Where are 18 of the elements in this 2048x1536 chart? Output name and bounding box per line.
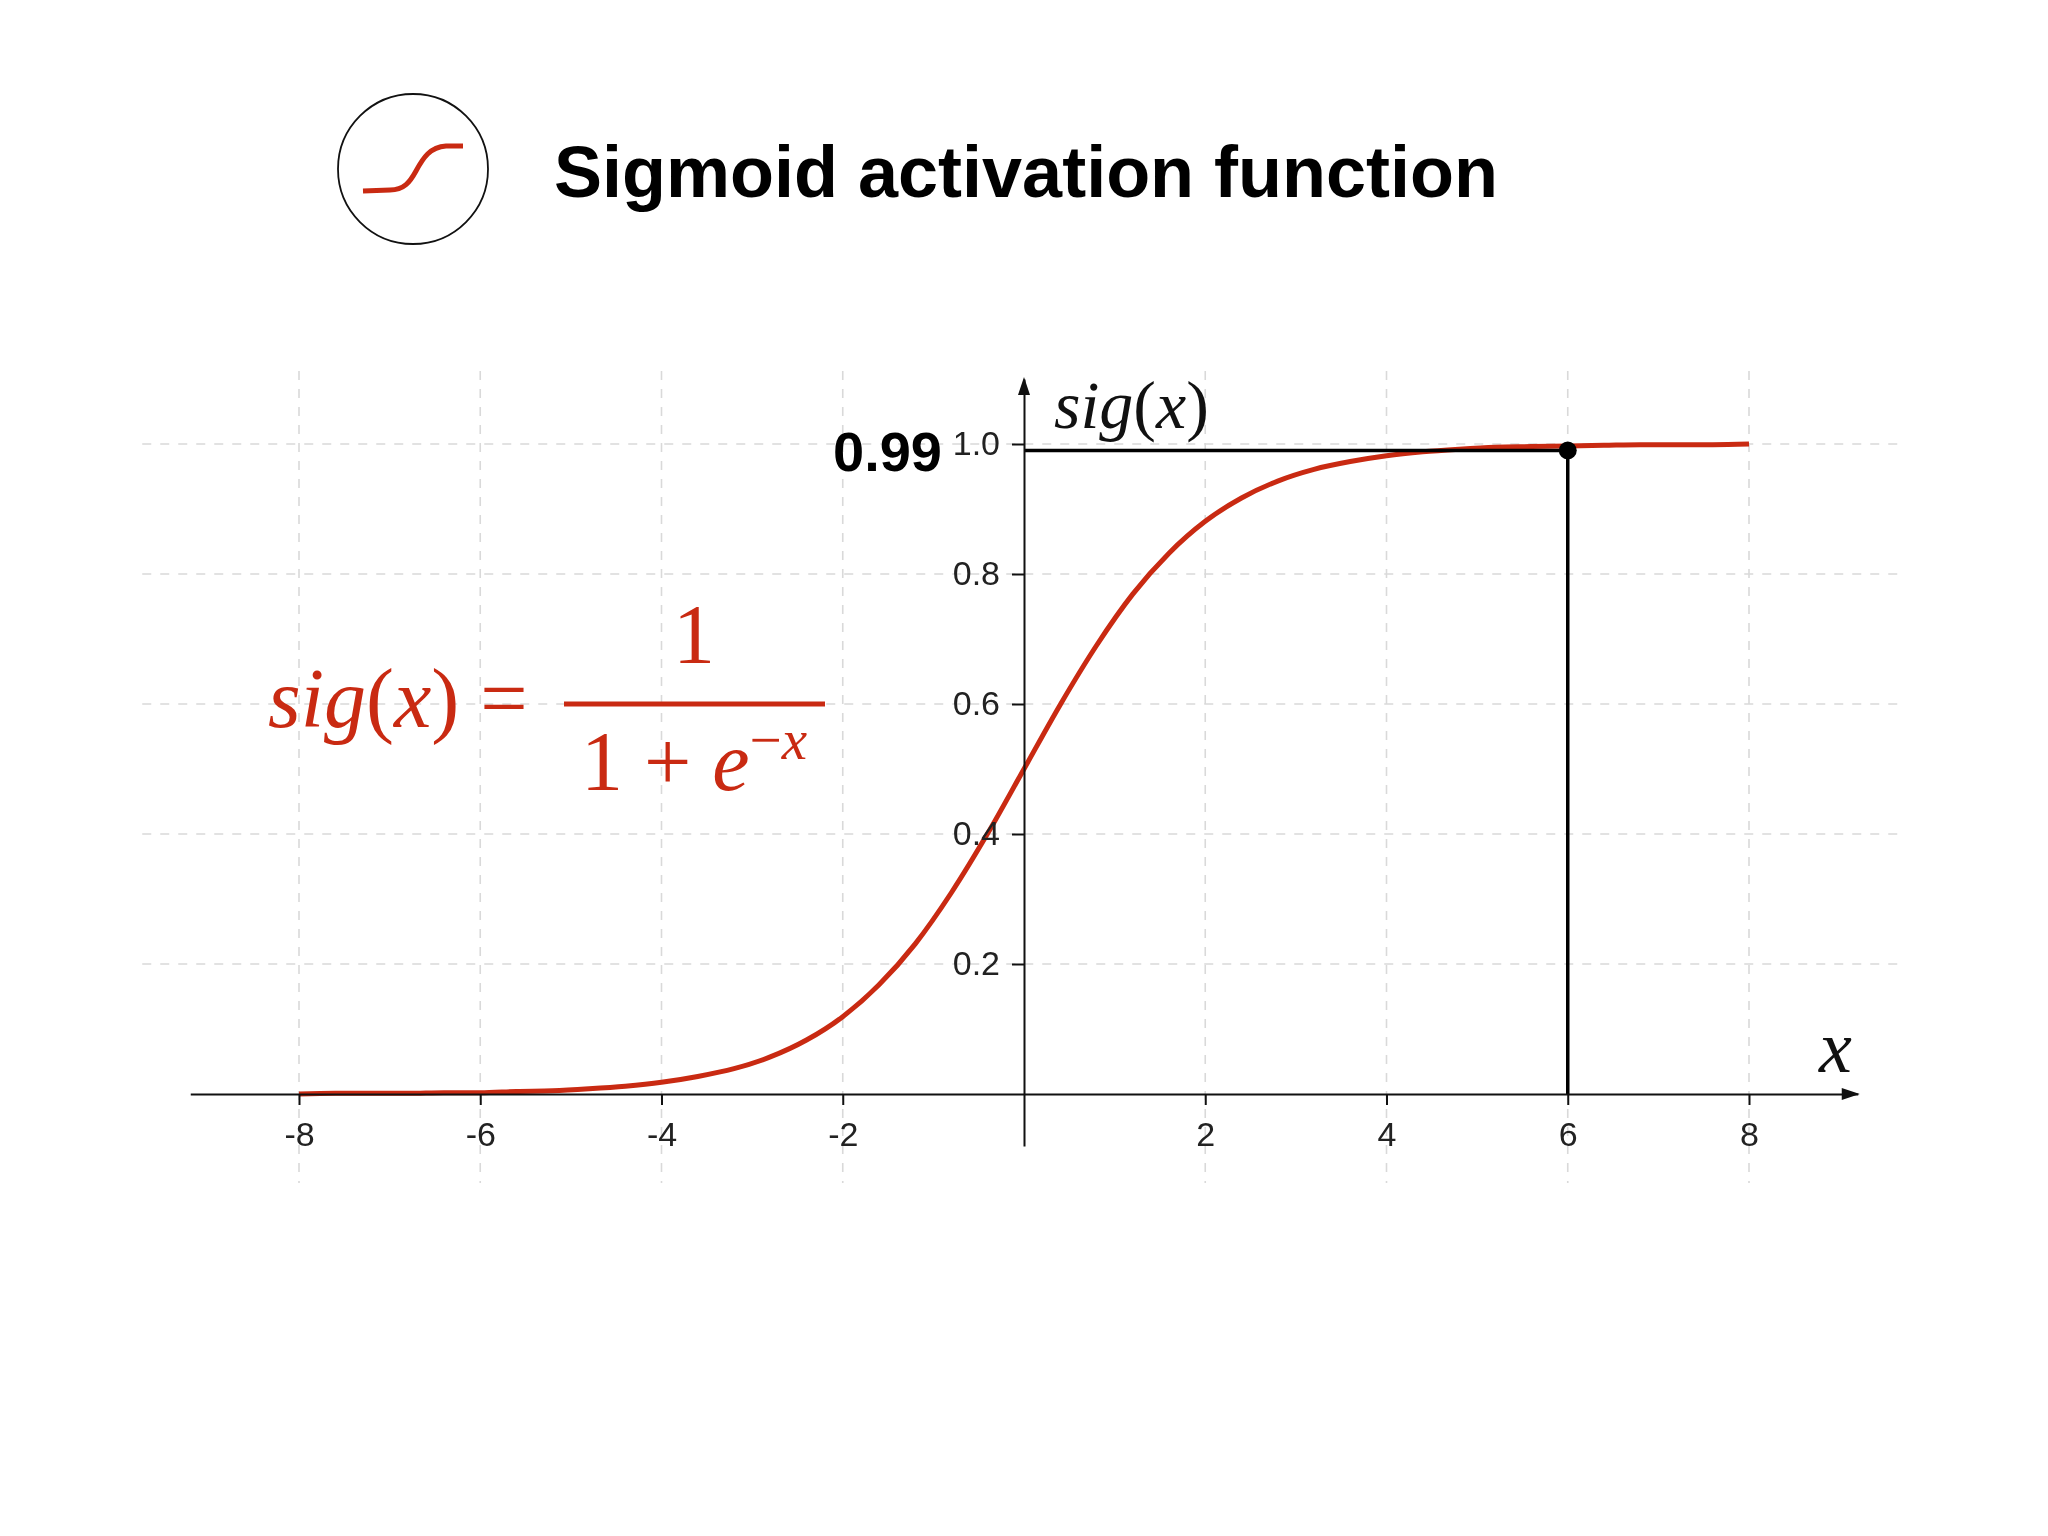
y-tick-label: 0.2: [952, 944, 1000, 983]
x-tick-label: 4: [1377, 1115, 1397, 1154]
chart-title: Sigmoid activation function: [554, 132, 1499, 212]
x-tick-label: 2: [1196, 1115, 1216, 1154]
y-tick-label: 0.6: [952, 684, 1000, 723]
y-tick-label: 1.0: [952, 424, 1000, 463]
x-tick-label: -6: [465, 1115, 496, 1154]
x-tick-label: -4: [646, 1115, 678, 1154]
y-tick-label: 0.8: [952, 554, 1000, 593]
x-axis-title: x: [1817, 1006, 1852, 1088]
x-tick-label: 6: [1558, 1115, 1578, 1154]
x-tick-label: -8: [284, 1115, 315, 1154]
x-tick-label: -2: [828, 1115, 859, 1154]
annotation: sig(x) =: [268, 652, 528, 746]
annotation: 0.99: [833, 419, 942, 483]
x-tick-label: 8: [1740, 1115, 1759, 1154]
y-axis-title: sig(x): [1054, 367, 1209, 443]
annotation: 1: [673, 588, 715, 681]
